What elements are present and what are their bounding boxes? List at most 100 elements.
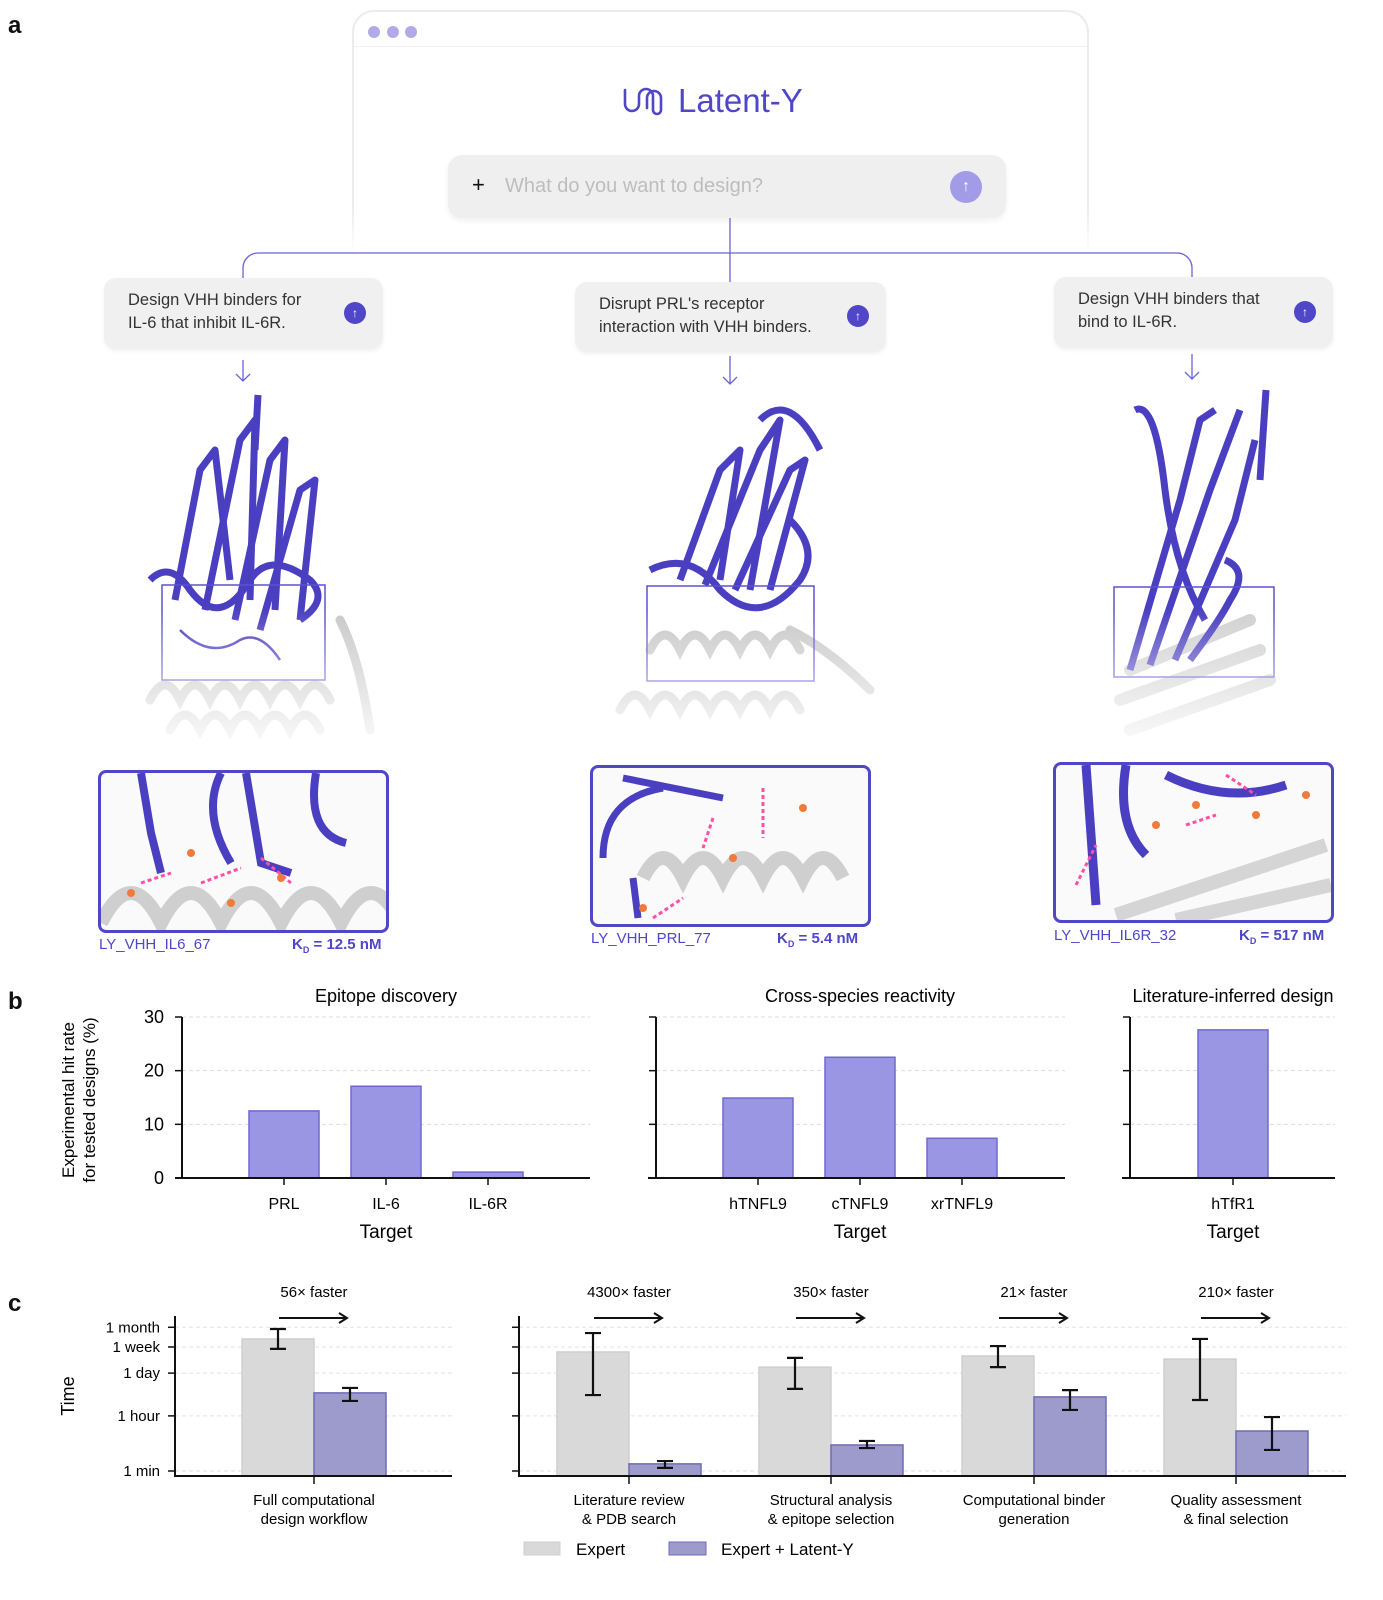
y-axis-label: Time — [58, 1376, 78, 1415]
x-axis-label: Target — [1207, 1222, 1261, 1243]
x-axis-label: Target — [360, 1222, 414, 1243]
error-bar — [585, 1331, 601, 1397]
x-tick-label: Computational binder — [963, 1492, 1106, 1509]
prompt-text-line: bind to IL-6R. — [1078, 313, 1178, 331]
bar-cTNFL9 — [824, 1056, 896, 1179]
x-tick-label: & final selection — [1183, 1511, 1288, 1528]
prompt-card-1[interactable]: Design VHH binders for IL-6 that inhibit… — [104, 278, 383, 349]
send-icon[interactable]: ↑ — [1294, 301, 1316, 323]
arrow-right-icon — [279, 1312, 349, 1324]
interface-detail-il6 — [98, 770, 389, 933]
error-bar — [1192, 1337, 1208, 1402]
kd-number: = 12.5 nM — [309, 936, 382, 953]
prompt-text-line: Design VHH binders for — [128, 291, 302, 309]
flow-connectors — [235, 218, 1200, 385]
y-tick-label: 1 month — [106, 1319, 160, 1336]
bar-hTfR1 — [1197, 1029, 1269, 1179]
y-tick-label: 1 min — [123, 1463, 160, 1480]
speedup-label: 21× faster — [1000, 1284, 1067, 1301]
bar-hTNFL9 — [722, 1097, 794, 1179]
prompt-text-line: IL-6 that inhibit IL-6R. — [128, 314, 286, 332]
x-axis-label: Target — [834, 1222, 888, 1243]
subplot-title: Cross-species reactivity — [765, 986, 955, 1006]
app-name: Latent-Y — [678, 82, 803, 119]
prompt-text-line: Disrupt PRL's receptor — [599, 295, 765, 313]
window-dot-icon[interactable] — [387, 26, 399, 38]
y-tick-label: 1 hour — [117, 1408, 160, 1425]
bar-PRL — [248, 1110, 320, 1179]
x-tick-label: cTNFL9 — [832, 1196, 889, 1213]
send-button[interactable]: ↑ — [950, 171, 982, 203]
input-placeholder: What do you want to design? — [505, 175, 763, 197]
prompt-text-line: Design VHH binders that — [1078, 290, 1260, 308]
x-tick-label: & PDB search — [582, 1511, 676, 1528]
legend-swatch-latent — [668, 1541, 707, 1556]
kd-value: KD = 5.4 nM — [777, 930, 858, 949]
arrow-right-icon — [594, 1312, 664, 1324]
y-axis-label: for tested designs (%) — [80, 1017, 99, 1182]
error-bar — [270, 1327, 286, 1350]
kd-value: KD = 12.5 nM — [292, 936, 381, 955]
kd-number: = 5.4 nM — [794, 930, 859, 947]
x-tick-label: design workflow — [261, 1511, 368, 1528]
bar-expert — [241, 1338, 315, 1477]
error-bar — [990, 1344, 1006, 1369]
speedup-label: 210× faster — [1198, 1284, 1273, 1301]
speedup-label: 350× faster — [793, 1284, 868, 1301]
window-dot-icon[interactable] — [368, 26, 380, 38]
kd-subscript: D — [787, 939, 795, 949]
x-tick-label: IL-6R — [468, 1196, 507, 1213]
legend-swatch-expert — [523, 1541, 561, 1556]
legend-label: Expert — [576, 1540, 625, 1559]
add-attachment-button[interactable]: + — [472, 172, 485, 197]
x-tick-label: xrTNFL9 — [931, 1196, 993, 1213]
panel-label-c: c — [8, 1290, 22, 1317]
latent-y-logo-icon — [623, 87, 663, 116]
kd-value: KD = 517 nM — [1239, 927, 1324, 946]
error-bar — [787, 1356, 803, 1390]
protein-structures — [0, 380, 1383, 760]
panel-label-b: b — [8, 988, 23, 1015]
app-logo: Latent-Y — [622, 82, 803, 120]
error-bar — [1062, 1388, 1078, 1412]
x-tick-label: Literature review — [574, 1492, 685, 1509]
bar-IL-6 — [350, 1085, 422, 1179]
error-bar — [859, 1439, 875, 1450]
x-tick-label: IL-6 — [372, 1196, 400, 1213]
x-tick-label: generation — [999, 1511, 1070, 1528]
x-tick-label: PRL — [268, 1196, 299, 1213]
window-dot-icon[interactable] — [405, 26, 417, 38]
prompt-card-3[interactable]: Design VHH binders that bind to IL-6R. ↑ — [1054, 277, 1333, 348]
subplot-title: Literature-inferred design — [1132, 986, 1333, 1006]
kd-subscript: D — [302, 945, 310, 955]
y-axis-label: Experimental hit rate — [59, 1022, 78, 1178]
y-tick-label: 10 — [144, 1114, 164, 1134]
bar-latent — [830, 1444, 904, 1477]
interface-detail-il6r — [1053, 762, 1334, 923]
x-tick-label: Quality assessment — [1171, 1492, 1303, 1509]
title-bar — [354, 46, 1087, 47]
y-tick-label: 0 — [154, 1168, 164, 1188]
subplot-title: Epitope discovery — [315, 986, 457, 1006]
arrow-down-icon — [1184, 354, 1200, 380]
prompt-text-line: interaction with VHH binders. — [599, 318, 812, 336]
send-icon[interactable]: ↑ — [847, 305, 869, 327]
design-prompt-input[interactable]: + What do you want to design? ↑ — [448, 155, 1006, 218]
speedup-label: 4300× faster — [587, 1284, 671, 1301]
y-tick-label: 1 day — [123, 1365, 160, 1382]
y-tick-label: 30 — [144, 1007, 164, 1027]
x-tick-label: & epitope selection — [768, 1511, 895, 1528]
arrow-right-icon — [999, 1312, 1069, 1324]
legend-label: Expert + Latent-Y — [721, 1540, 854, 1559]
prompt-card-2[interactable]: Disrupt PRL's receptor interaction with … — [575, 282, 886, 352]
send-icon[interactable]: ↑ — [344, 302, 366, 324]
y-tick-label: 1 week — [112, 1339, 160, 1356]
speedup-label: 56× faster — [280, 1284, 347, 1301]
kd-symbol: K — [1239, 927, 1250, 944]
error-bar — [342, 1386, 358, 1403]
x-tick-label: hTNFL9 — [729, 1196, 787, 1213]
kd-symbol: K — [777, 930, 788, 947]
binder-name: LY_VHH_IL6_67 — [99, 936, 211, 953]
bar-latent — [313, 1392, 387, 1477]
